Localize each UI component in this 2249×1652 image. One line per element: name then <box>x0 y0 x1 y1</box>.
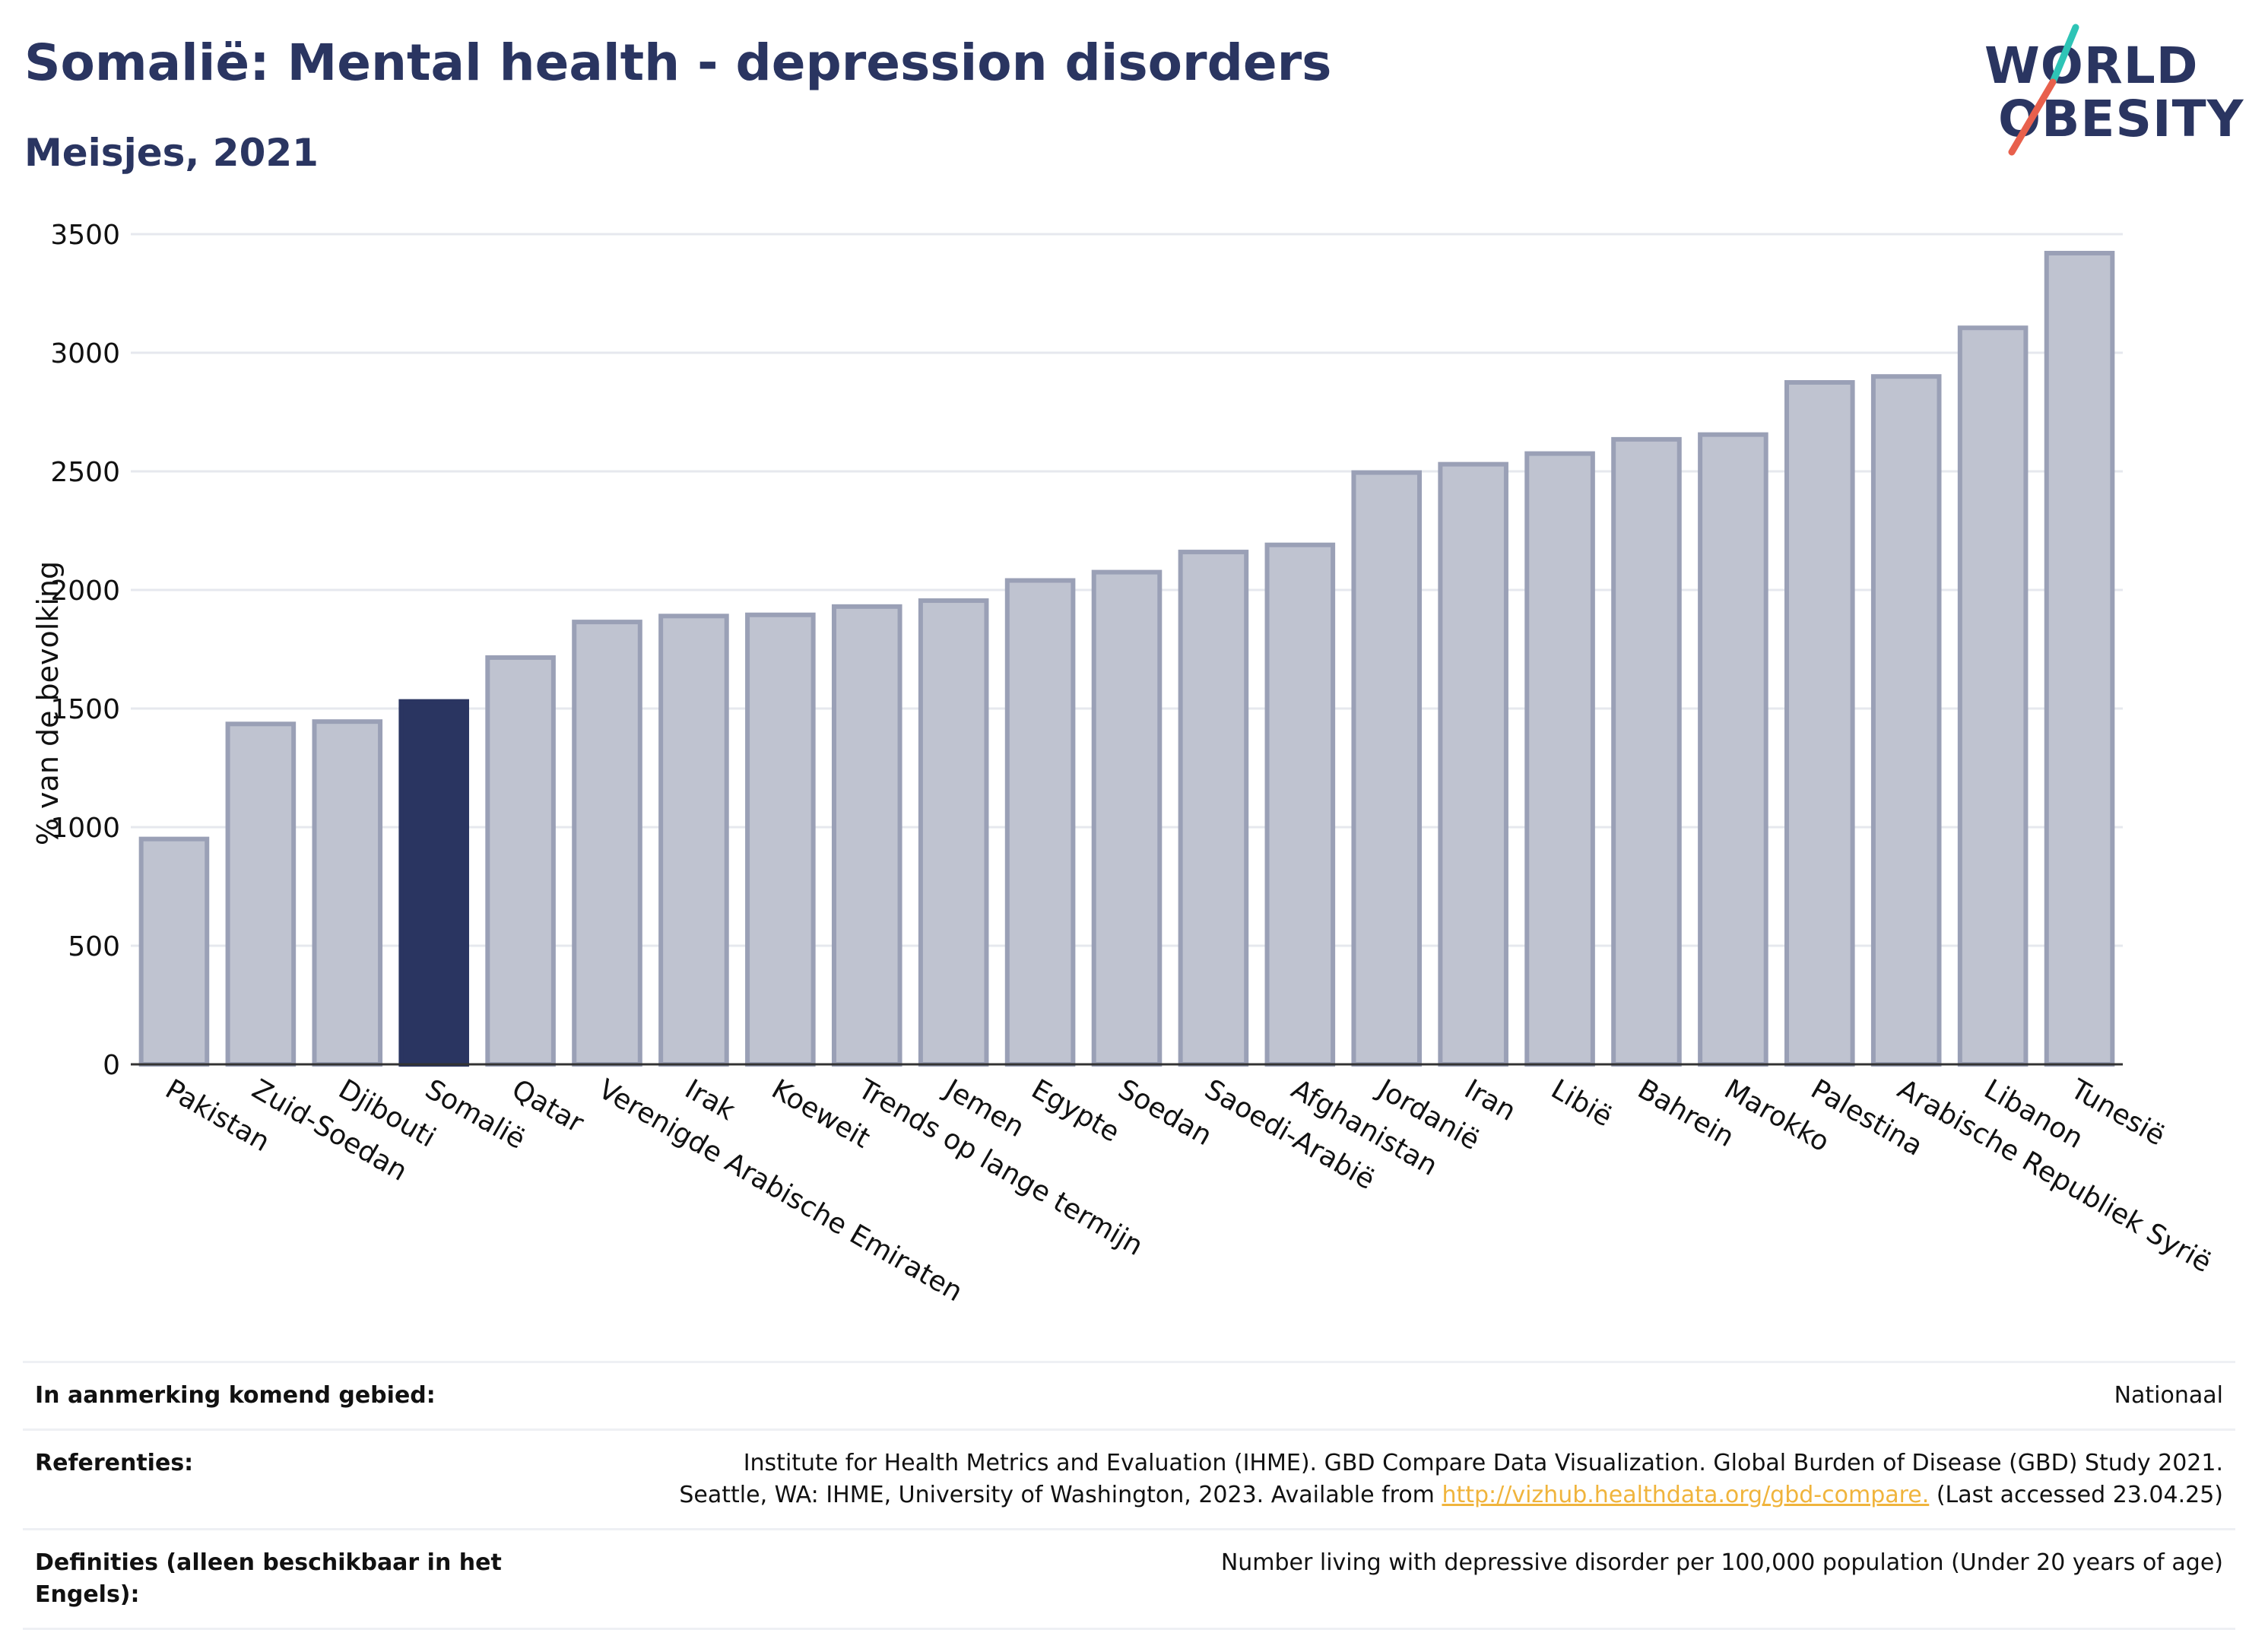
y-tick-label: 2000 <box>50 576 120 607</box>
bar-soedan <box>1091 569 1163 1067</box>
chart-footer: In aanmerking komend gebied: Nationaal R… <box>23 1361 2235 1630</box>
bar-qatar <box>485 655 556 1067</box>
bar-egypte <box>1004 578 1076 1067</box>
y-axis-title: % van de bevolking <box>31 561 65 845</box>
x-tick-label: Irak <box>680 1073 741 1127</box>
y-tick-label: 0 <box>103 1050 120 1081</box>
footer-value-area: Nationaal <box>2114 1382 2223 1409</box>
footer-row-definitions: Definities (alleen beschikbaar in het En… <box>23 1528 2235 1630</box>
bar-arabische-republiek-syri- <box>1870 374 1942 1067</box>
bar-saoedi-arabi- <box>1178 550 1249 1067</box>
chart-subtitle: Meisjes, 2021 <box>24 131 319 175</box>
footer-row-references: Referenties: Institute for Health Metric… <box>23 1428 2235 1528</box>
logo-slash-icon <box>2008 24 2079 156</box>
footer-label-references: Referenties: <box>35 1450 194 1476</box>
bar-koeweit <box>745 612 816 1067</box>
x-tick-label: Libië <box>1546 1073 1617 1133</box>
bar-palestina <box>1784 380 1855 1067</box>
bar-pakistan <box>138 836 210 1067</box>
bar-libi- <box>1524 451 1595 1067</box>
y-tick-label: 3500 <box>50 220 120 251</box>
bar-iran <box>1438 461 1508 1067</box>
bar-chart: 0500100015002000250030003500PakistanZuid… <box>31 220 2217 1308</box>
x-tick-label: Somalië <box>420 1073 530 1156</box>
bar-marokko <box>1698 432 1768 1067</box>
bar-zuid-soedan <box>225 721 297 1067</box>
world-obesity-logo: WORLD OBESITY <box>1984 21 2243 166</box>
bar-bahrein <box>1611 436 1682 1067</box>
bar-tunesi- <box>2044 250 2115 1067</box>
bar-somali- <box>398 699 469 1067</box>
bar-jemen <box>918 598 989 1067</box>
y-tick-label: 1500 <box>50 694 120 725</box>
y-tick-label: 3000 <box>50 338 120 369</box>
bar-verenigde-arabische-emiraten <box>572 620 642 1067</box>
bars <box>138 250 2115 1067</box>
x-tick-label: Arabische Republiek Syrië <box>1892 1073 2217 1279</box>
footer-value-references: Institute for Health Metrics and Evaluat… <box>679 1447 2223 1511</box>
footer-value-definitions: Number living with depressive disorder p… <box>1220 1549 2223 1576</box>
logo-word-1: WORLD <box>1984 36 2199 95</box>
bar-irak <box>658 614 729 1067</box>
y-tick-label: 2500 <box>50 457 120 488</box>
bar-afghanistan <box>1264 542 1336 1067</box>
x-tick-label: Bahrein <box>1632 1073 1739 1153</box>
x-tick-label: Egypte <box>1026 1073 1125 1149</box>
x-tick-label: Koeweit <box>766 1073 875 1154</box>
bar-jordani- <box>1351 470 1423 1067</box>
bar-libanon <box>1957 325 2029 1067</box>
reference-link[interactable]: http://vizhub.healthdata.org/gbd-compare… <box>1442 1482 1930 1508</box>
footer-label-definitions: Definities (alleen beschikbaar in het En… <box>35 1549 502 1608</box>
y-tick-label: 500 <box>68 931 120 962</box>
reference-line-1: Institute for Health Metrics and Evaluat… <box>743 1450 2223 1476</box>
bar-trends-op-lange-termijn <box>831 604 902 1067</box>
footer-row-area: In aanmerking komend gebied: Nationaal <box>23 1361 2235 1428</box>
chart-title: Somalië: Mental health - depression diso… <box>24 33 1332 92</box>
reference-line-2-suffix: (Last accessed 23.04.25) <box>1929 1482 2223 1508</box>
y-tick-label: 1000 <box>50 813 120 844</box>
footer-label-area: In aanmerking komend gebied: <box>35 1382 436 1409</box>
reference-line-2-prefix: Seattle, WA: IHME, University of Washing… <box>679 1482 1442 1508</box>
bar-djibouti <box>312 719 383 1067</box>
x-tick-label: Soedan <box>1113 1073 1217 1152</box>
